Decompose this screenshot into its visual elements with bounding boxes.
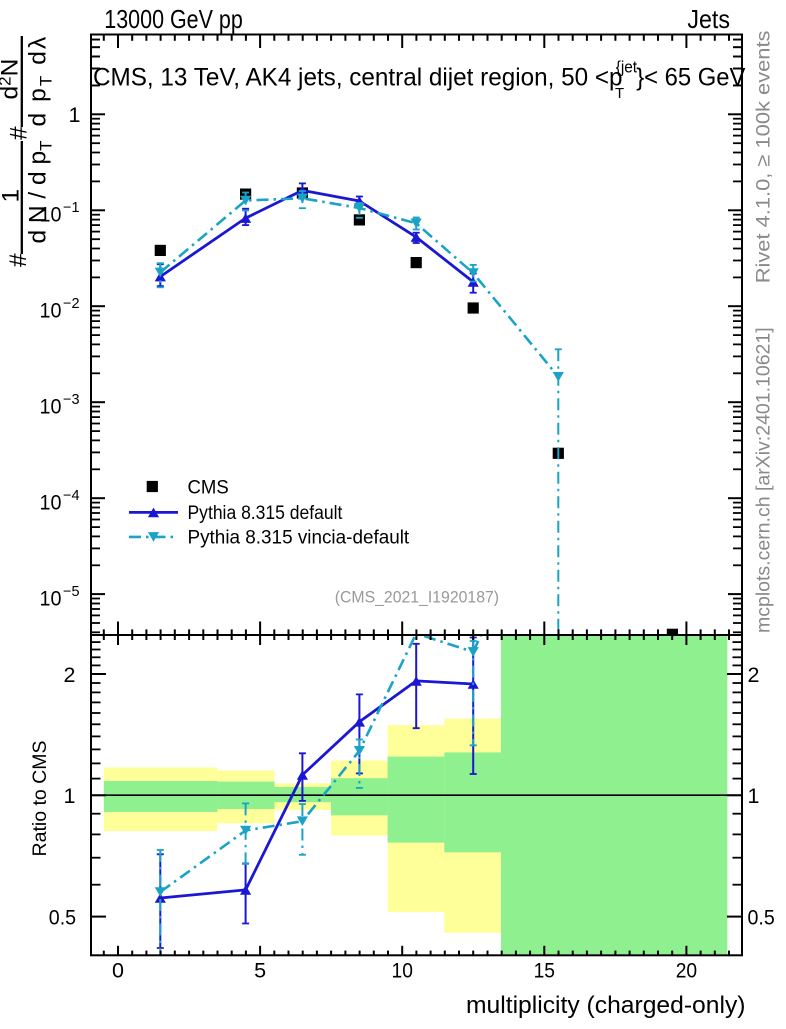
svg-text:#: #	[6, 126, 33, 140]
svg-text:#: #	[5, 253, 32, 267]
svg-text:−1: −1	[63, 200, 80, 216]
svg-text:d2N: d2N	[0, 59, 24, 100]
svg-text:2: 2	[748, 663, 760, 687]
svg-text:1: 1	[748, 784, 760, 808]
svg-text:10: 10	[40, 491, 62, 515]
svg-text:1: 1	[69, 103, 81, 127]
svg-text:5: 5	[254, 958, 266, 982]
svg-text:2: 2	[64, 663, 76, 687]
svg-text:T: T	[615, 85, 624, 102]
svg-text:{jet: {jet	[616, 58, 638, 76]
svg-text:Jets: Jets	[687, 4, 730, 34]
svg-text:15: 15	[534, 958, 555, 982]
svg-text:CMS: CMS	[188, 477, 229, 498]
svg-text:13000 GeV pp: 13000 GeV pp	[104, 4, 243, 34]
svg-text:10: 10	[40, 203, 62, 227]
svg-text:0.5: 0.5	[49, 905, 76, 929]
svg-text:(CMS_2021_I1920187): (CMS_2021_I1920187)	[335, 587, 499, 606]
svg-text:Pythia 8.315 default: Pythia 8.315 default	[188, 503, 343, 524]
svg-text:10: 10	[40, 299, 62, 323]
svg-text:10: 10	[392, 958, 413, 982]
svg-text:−3: −3	[63, 392, 80, 408]
svg-text:−2: −2	[63, 296, 80, 312]
svg-text:d N / d pT: d N / d pT	[25, 141, 56, 244]
svg-text:10: 10	[40, 587, 62, 611]
svg-text:20: 20	[676, 958, 697, 982]
svg-text:1: 1	[0, 189, 25, 203]
svg-text:1: 1	[64, 784, 76, 808]
svg-text:−5: −5	[63, 584, 80, 600]
svg-text:Rivet 4.1.0, ≥ 100k events: Rivet 4.1.0, ≥ 100k events	[753, 30, 775, 283]
svg-text:multiplicity (charged-only): multiplicity (charged-only)	[466, 992, 746, 1019]
svg-text:0: 0	[112, 958, 124, 982]
svg-text:Pythia 8.315 vincia-default: Pythia 8.315 vincia-default	[188, 528, 410, 549]
svg-text:Ratio to CMS: Ratio to CMS	[29, 741, 51, 857]
svg-text:CMS, 13 TeV, AK4 jets, central: CMS, 13 TeV, AK4 jets, central dijet reg…	[93, 64, 623, 92]
svg-text:mcplots.cern.ch [arXiv:2401.10: mcplots.cern.ch [arXiv:2401.10621]	[753, 327, 775, 633]
svg-text:0.5: 0.5	[748, 905, 775, 929]
svg-text:10: 10	[40, 395, 62, 419]
svg-text:}< 65 GeV: }< 65 GeV	[636, 64, 745, 92]
svg-text:−4: −4	[63, 488, 80, 504]
